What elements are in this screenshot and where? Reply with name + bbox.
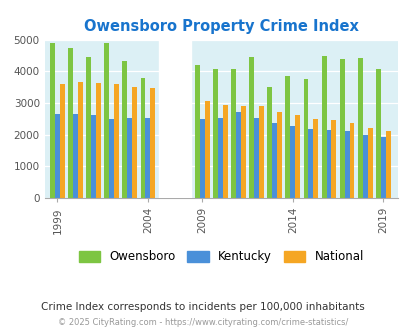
Bar bbox=[362, 135, 367, 198]
Bar bbox=[240, 106, 245, 198]
Bar bbox=[344, 131, 349, 198]
Bar bbox=[367, 128, 372, 198]
Legend: Owensboro, Kentucky, National: Owensboro, Kentucky, National bbox=[74, 246, 368, 268]
Text: © 2025 CityRating.com - https://www.cityrating.com/crime-statistics/: © 2025 CityRating.com - https://www.city… bbox=[58, 318, 347, 327]
Title: Owensboro Property Crime Index: Owensboro Property Crime Index bbox=[83, 19, 358, 34]
Bar bbox=[258, 107, 263, 198]
Bar bbox=[213, 69, 217, 198]
Bar bbox=[78, 82, 83, 198]
Bar bbox=[140, 78, 145, 198]
Bar bbox=[285, 76, 290, 198]
Bar bbox=[230, 69, 235, 198]
Bar bbox=[339, 59, 344, 198]
Bar bbox=[294, 115, 299, 198]
Bar bbox=[222, 105, 227, 198]
Bar bbox=[308, 129, 313, 198]
Bar bbox=[321, 56, 326, 198]
Bar bbox=[96, 83, 101, 198]
Bar bbox=[127, 117, 132, 198]
Bar bbox=[91, 115, 96, 198]
Bar bbox=[204, 101, 209, 198]
Bar bbox=[313, 119, 318, 198]
Bar bbox=[267, 87, 272, 198]
Bar bbox=[303, 79, 308, 198]
Bar bbox=[290, 126, 294, 198]
Bar bbox=[86, 57, 91, 198]
Bar bbox=[194, 65, 199, 198]
Bar bbox=[199, 119, 204, 198]
Bar bbox=[159, 40, 190, 198]
Bar bbox=[132, 87, 137, 198]
Bar bbox=[277, 112, 281, 198]
Bar bbox=[249, 57, 254, 198]
Bar bbox=[68, 48, 73, 198]
Bar bbox=[73, 114, 78, 198]
Bar bbox=[55, 114, 60, 198]
Bar bbox=[272, 123, 277, 198]
Text: Crime Index corresponds to incidents per 100,000 inhabitants: Crime Index corresponds to incidents per… bbox=[41, 302, 364, 312]
Bar bbox=[60, 84, 64, 198]
Bar bbox=[385, 131, 390, 198]
Bar bbox=[254, 117, 258, 198]
Bar bbox=[375, 69, 380, 198]
Bar bbox=[145, 117, 150, 198]
Bar bbox=[217, 117, 222, 198]
Bar bbox=[349, 123, 354, 198]
Bar bbox=[380, 138, 385, 198]
Bar bbox=[357, 58, 362, 198]
Bar bbox=[114, 84, 119, 198]
Bar bbox=[330, 120, 336, 198]
Bar bbox=[50, 43, 55, 198]
Bar bbox=[150, 88, 155, 198]
Bar bbox=[122, 61, 127, 198]
Bar bbox=[235, 113, 240, 198]
Bar bbox=[109, 119, 114, 198]
Bar bbox=[326, 130, 330, 198]
Bar bbox=[104, 43, 109, 198]
